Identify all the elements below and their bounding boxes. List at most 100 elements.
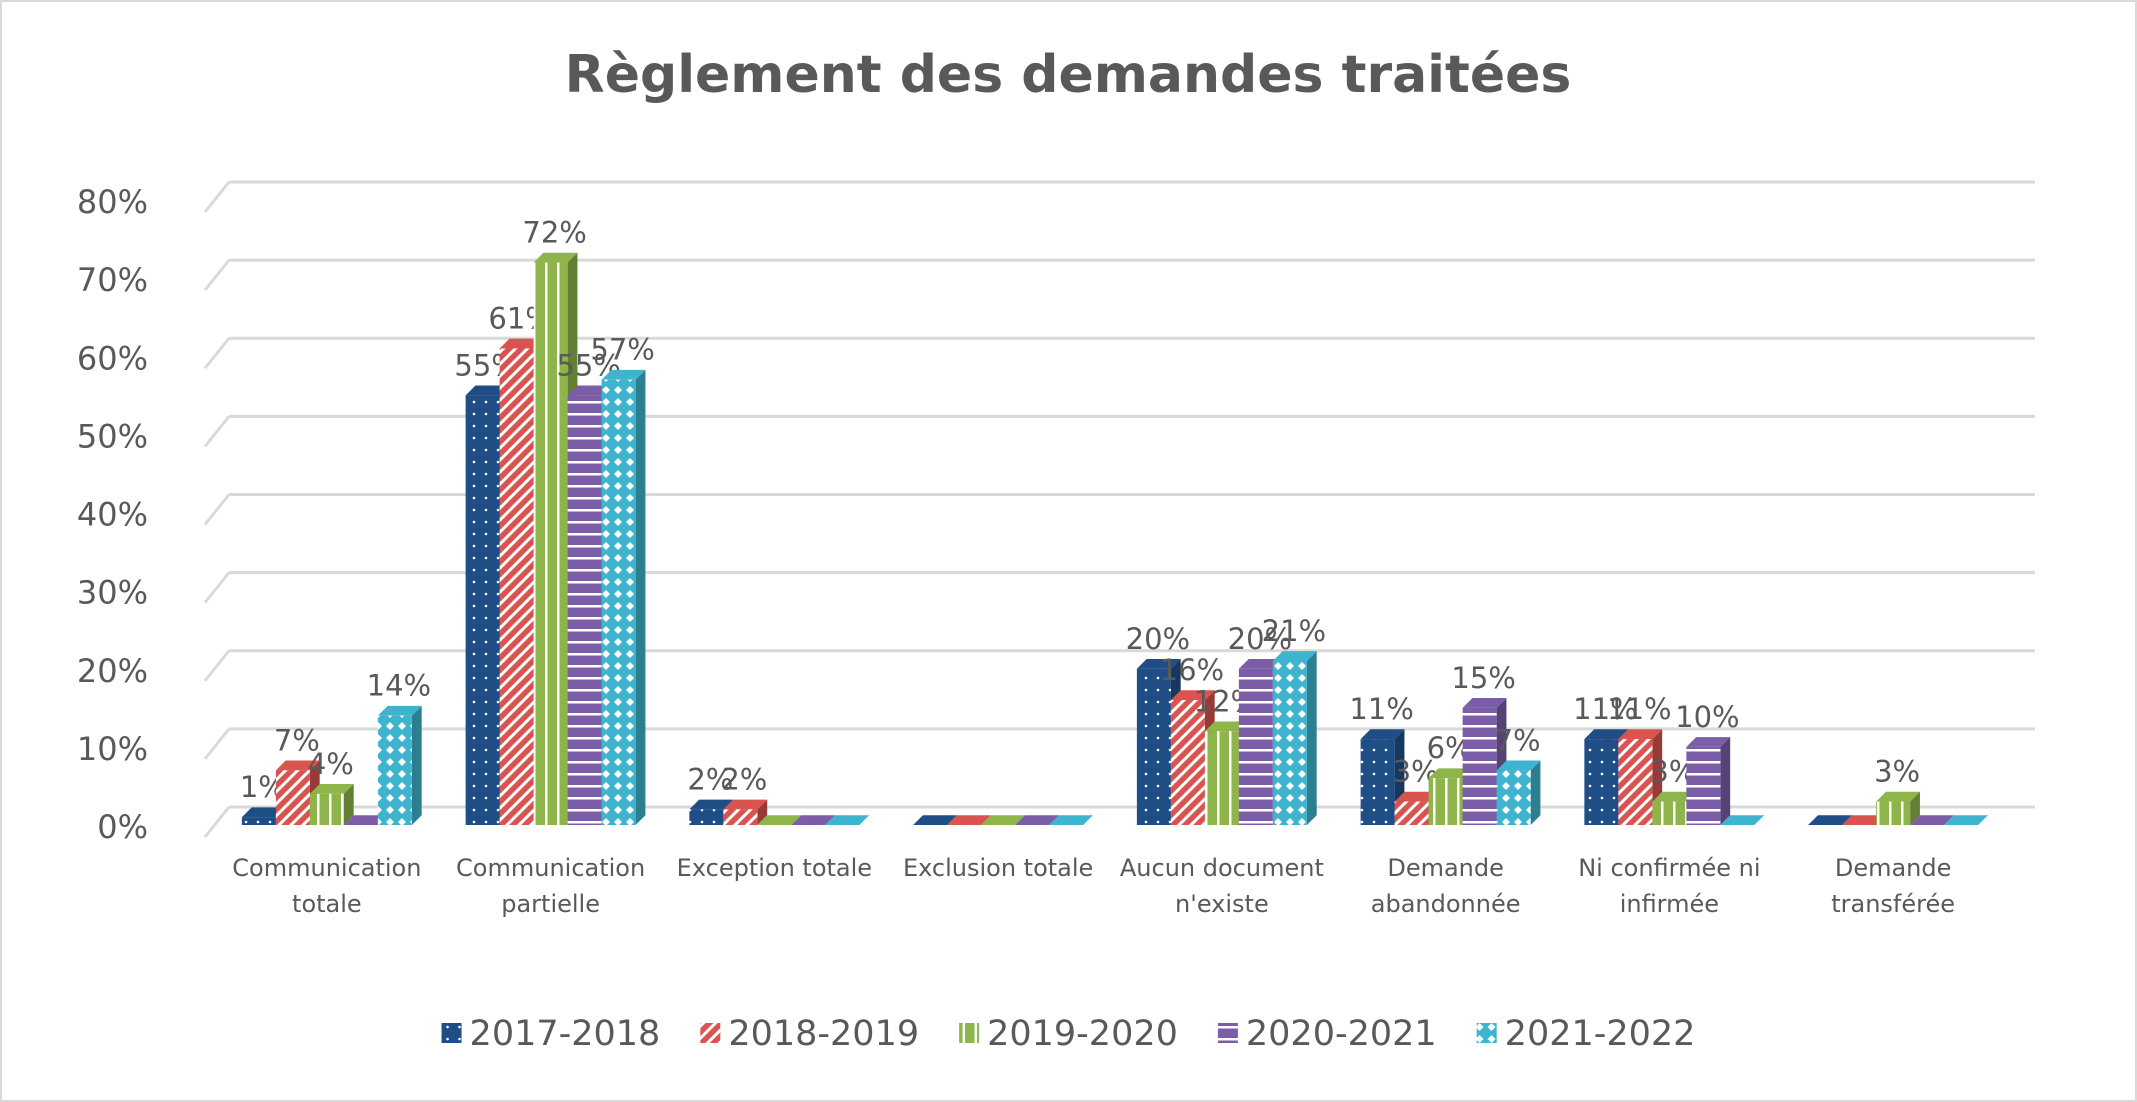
chart-title: Règlement des demandes traitées <box>565 45 1572 105</box>
bar <box>1360 739 1395 825</box>
bar-top <box>1204 721 1249 732</box>
bar-top <box>1136 658 1181 669</box>
data-label: 72% <box>522 216 586 250</box>
bar-top <box>1652 791 1697 802</box>
bar <box>241 817 276 825</box>
x-tick-label: Communication totale <box>232 854 422 918</box>
y-tick-label: 0% <box>97 808 148 846</box>
bar <box>275 770 310 825</box>
bar-top <box>1944 815 1988 825</box>
legend-label: 2020-2021 <box>1246 1014 1437 1054</box>
bar-top <box>499 338 544 349</box>
bar-top <box>533 252 578 263</box>
bar <box>465 395 500 825</box>
bar-side <box>1910 791 1920 825</box>
bar-top <box>1686 737 1731 747</box>
legend-label: 2018-2019 <box>728 1014 919 1054</box>
legend-label: 2019-2020 <box>987 1014 1178 1054</box>
bar <box>1496 770 1531 825</box>
grid-line-depth <box>203 571 231 604</box>
grid-line-depth <box>203 259 231 292</box>
bar <box>723 809 758 825</box>
data-label: 21% <box>1262 614 1326 648</box>
y-tick-label: 30% <box>77 574 148 612</box>
x-tick-label: Demande transférée <box>1831 854 1956 918</box>
bar-top <box>1360 729 1405 740</box>
bar <box>1394 801 1429 825</box>
bar-side <box>343 783 354 825</box>
data-label: 10% <box>1675 700 1739 734</box>
bar <box>601 379 636 825</box>
legend-label: 2017-2018 <box>470 1014 661 1054</box>
y-tick-label: 20% <box>77 652 148 690</box>
bar <box>499 348 534 825</box>
bar-top <box>1272 651 1317 661</box>
bar <box>1876 801 1911 825</box>
x-tick-label: Exception totale <box>676 854 873 882</box>
bar-top <box>1496 760 1541 771</box>
bar-top <box>723 799 768 810</box>
bar-top <box>1462 698 1507 708</box>
bar-top <box>791 815 836 825</box>
legend-swatch <box>441 1023 462 1043</box>
bar-top <box>275 760 320 771</box>
bar-top <box>1910 815 1954 825</box>
bar-top <box>1618 729 1663 740</box>
bar-top <box>1394 791 1439 802</box>
bar <box>1170 700 1205 825</box>
bar <box>1204 731 1239 825</box>
data-label: 20% <box>1126 622 1190 656</box>
data-label: 16% <box>1160 653 1224 687</box>
data-label: 7% <box>1495 723 1541 757</box>
legend-swatch <box>700 1023 721 1043</box>
x-tick-label: Ni confirmée ni infirmée <box>1578 854 1761 918</box>
legend-swatch <box>1476 1023 1497 1043</box>
legend-label: 2021-2022 <box>1505 1014 1696 1054</box>
data-label: 2% <box>721 762 767 796</box>
bar-top <box>1170 690 1215 700</box>
bar-top <box>1720 815 1765 825</box>
legend-swatch <box>1217 1023 1238 1043</box>
y-tick-label: 50% <box>77 417 148 455</box>
grid-line-depth <box>203 415 231 448</box>
y-tick-label: 70% <box>77 261 148 299</box>
grid-line-depth <box>203 649 231 682</box>
data-label: 11% <box>1573 692 1637 726</box>
bar-top <box>689 799 734 810</box>
bar-top <box>309 783 354 794</box>
bar-side <box>1720 737 1731 825</box>
data-label: 20% <box>1228 622 1292 656</box>
bar-side <box>411 705 422 825</box>
data-label: 2% <box>687 762 733 796</box>
bar <box>1686 746 1721 825</box>
bar-top <box>1584 729 1629 740</box>
bar <box>1618 739 1653 825</box>
x-tick-label: Demande abandonnée <box>1370 854 1521 918</box>
grid-line-depth <box>203 806 231 838</box>
bar-top <box>377 705 422 716</box>
data-label: 57% <box>590 333 654 367</box>
bar-top <box>1049 815 1093 825</box>
bar-top <box>825 815 870 825</box>
bar-side <box>1530 760 1541 825</box>
x-tick-label: Exclusion totale <box>902 854 1094 882</box>
bar-top <box>1876 791 1920 802</box>
bar-top <box>1428 768 1473 779</box>
data-label: 11% <box>1349 692 1413 726</box>
y-tick-label: 10% <box>77 730 148 768</box>
data-label: 4% <box>308 747 354 781</box>
data-label: 15% <box>1451 661 1515 695</box>
bar <box>1272 660 1307 825</box>
bar <box>1136 668 1171 825</box>
bar-top <box>567 385 612 396</box>
y-tick-label: 60% <box>77 339 148 377</box>
bar <box>1462 707 1497 825</box>
data-label: 7% <box>274 723 320 757</box>
data-label: 3% <box>1874 755 1920 789</box>
data-label: 11% <box>1607 692 1671 726</box>
grid-line-depth <box>203 727 231 760</box>
bar <box>567 395 602 825</box>
